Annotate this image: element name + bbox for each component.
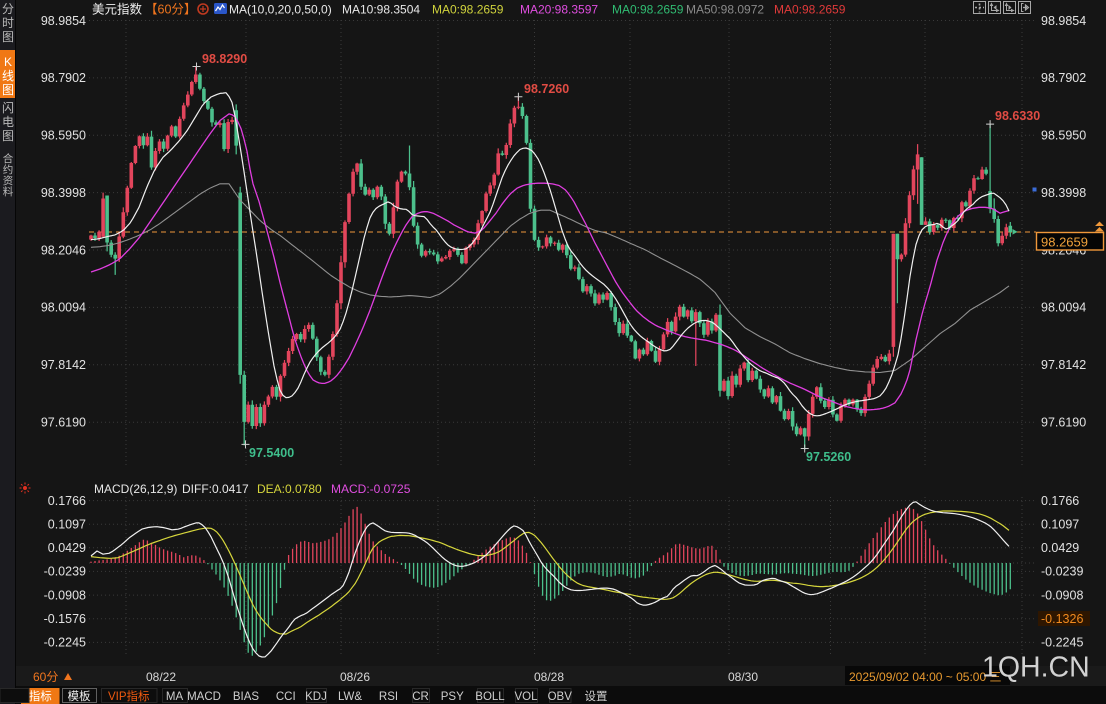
svg-text:08/22: 08/22 (146, 670, 176, 684)
svg-text:MACD(26,12,9): MACD(26,12,9) (94, 482, 177, 496)
svg-text:2025/09/02 04:00 ~ 05:00 三: 2025/09/02 04:00 ~ 05:00 三 (849, 670, 1001, 684)
svg-text:MA: MA (166, 691, 184, 703)
svg-text:98.5950: 98.5950 (1041, 129, 1086, 143)
svg-text:98.7902: 98.7902 (41, 71, 86, 85)
svg-text:MA10:98.3504: MA10:98.3504 (342, 3, 420, 17)
svg-text:-0.2245: -0.2245 (1041, 636, 1083, 650)
svg-text:RSI: RSI (379, 691, 398, 703)
svg-text:资: 资 (3, 175, 14, 187)
svg-text:98.7902: 98.7902 (1041, 71, 1086, 85)
svg-text:0.1097: 0.1097 (1041, 518, 1079, 532)
svg-text:97.6190: 97.6190 (1041, 416, 1086, 430)
svg-text:KDJ: KDJ (305, 691, 327, 703)
svg-text:0.0429: 0.0429 (1041, 541, 1079, 555)
svg-text:VOL: VOL (514, 691, 538, 703)
svg-text:98.0094: 98.0094 (1041, 301, 1086, 315)
svg-text:98.2659: 98.2659 (1041, 235, 1088, 250)
svg-text:OBV: OBV (548, 691, 573, 703)
svg-text:-0.0239: -0.0239 (1041, 565, 1083, 579)
svg-text:K: K (4, 55, 12, 69)
svg-text:CCI: CCI (276, 691, 296, 703)
svg-text:LW&: LW& (338, 691, 362, 703)
svg-text:0.1766: 0.1766 (1041, 494, 1079, 508)
svg-text:08/28: 08/28 (534, 670, 564, 684)
svg-text:MA(10,0,20,0,50,0): MA(10,0,20,0,50,0) (229, 3, 332, 17)
svg-text:98.7260: 98.7260 (524, 82, 569, 96)
svg-text:0.0429: 0.0429 (48, 541, 86, 555)
svg-text:合: 合 (3, 152, 14, 165)
svg-text:0.1097: 0.1097 (48, 518, 86, 532)
svg-text:电: 电 (2, 115, 14, 129)
svg-text:-0.2245: -0.2245 (44, 636, 86, 650)
svg-text:97.6190: 97.6190 (41, 416, 86, 430)
svg-text:模板: 模板 (68, 689, 91, 703)
svg-text:98.2046: 98.2046 (41, 243, 86, 257)
svg-text:-0.0239: -0.0239 (44, 565, 86, 579)
svg-text:97.8142: 97.8142 (1041, 358, 1086, 372)
svg-text:料: 料 (3, 185, 14, 198)
svg-text:-0.0908: -0.0908 (1041, 588, 1083, 602)
svg-text:MA0:98.2659: MA0:98.2659 (774, 3, 846, 17)
svg-text:MA0:98.2659: MA0:98.2659 (612, 3, 684, 17)
svg-text:【60分】: 【60分】 (145, 3, 196, 17)
svg-text:98.8290: 98.8290 (202, 52, 247, 66)
svg-text:指标: 指标 (29, 689, 52, 703)
svg-text:MA20:98.3597: MA20:98.3597 (520, 3, 598, 17)
svg-text:97.8142: 97.8142 (41, 358, 86, 372)
svg-text:BOLL: BOLL (475, 691, 505, 703)
svg-text:图: 图 (2, 83, 14, 97)
svg-text:图: 图 (2, 129, 14, 143)
svg-text:08/30: 08/30 (728, 670, 758, 684)
svg-text:98.9854: 98.9854 (41, 14, 86, 28)
svg-text:98.9854: 98.9854 (1041, 14, 1086, 28)
svg-text:-0.0908: -0.0908 (44, 588, 86, 602)
svg-text:CR: CR (412, 691, 429, 703)
svg-text:60分: 60分 (33, 670, 58, 684)
svg-text:BIAS: BIAS (233, 691, 260, 703)
svg-text:MACD: MACD (187, 691, 221, 703)
svg-text:DIFF:0.0417: DIFF:0.0417 (182, 482, 249, 496)
svg-text:MACD:-0.0725: MACD:-0.0725 (331, 482, 411, 496)
svg-text:约: 约 (3, 163, 14, 176)
svg-text:08/26: 08/26 (340, 670, 370, 684)
svg-text:-0.1576: -0.1576 (44, 612, 86, 626)
svg-text:闪: 闪 (2, 101, 14, 115)
svg-text:美元指数: 美元指数 (92, 2, 143, 17)
svg-text:分: 分 (2, 2, 14, 16)
svg-text:PSY: PSY (441, 691, 464, 703)
svg-text:97.5400: 97.5400 (249, 446, 294, 460)
svg-text:图: 图 (2, 30, 14, 44)
svg-text:97.5260: 97.5260 (806, 450, 851, 464)
svg-text:MA0:98.2659: MA0:98.2659 (432, 3, 504, 17)
svg-text:时: 时 (2, 16, 14, 30)
svg-text:VIP指标: VIP指标 (108, 689, 150, 703)
svg-text:98.6330: 98.6330 (995, 109, 1040, 123)
svg-text:线: 线 (2, 69, 14, 83)
svg-text:98.3998: 98.3998 (1041, 186, 1086, 200)
svg-text:98.3998: 98.3998 (41, 186, 86, 200)
svg-text:MA50:98.0972: MA50:98.0972 (686, 3, 764, 17)
svg-text:1QH.CN: 1QH.CN (982, 652, 1090, 684)
svg-text:DEA:0.0780: DEA:0.0780 (257, 482, 322, 496)
svg-text:0.1766: 0.1766 (48, 494, 86, 508)
svg-text:98.0094: 98.0094 (41, 301, 86, 315)
svg-text:98.5950: 98.5950 (41, 129, 86, 143)
svg-text:设置: 设置 (585, 690, 608, 703)
svg-text:-0.1326: -0.1326 (1041, 612, 1083, 626)
